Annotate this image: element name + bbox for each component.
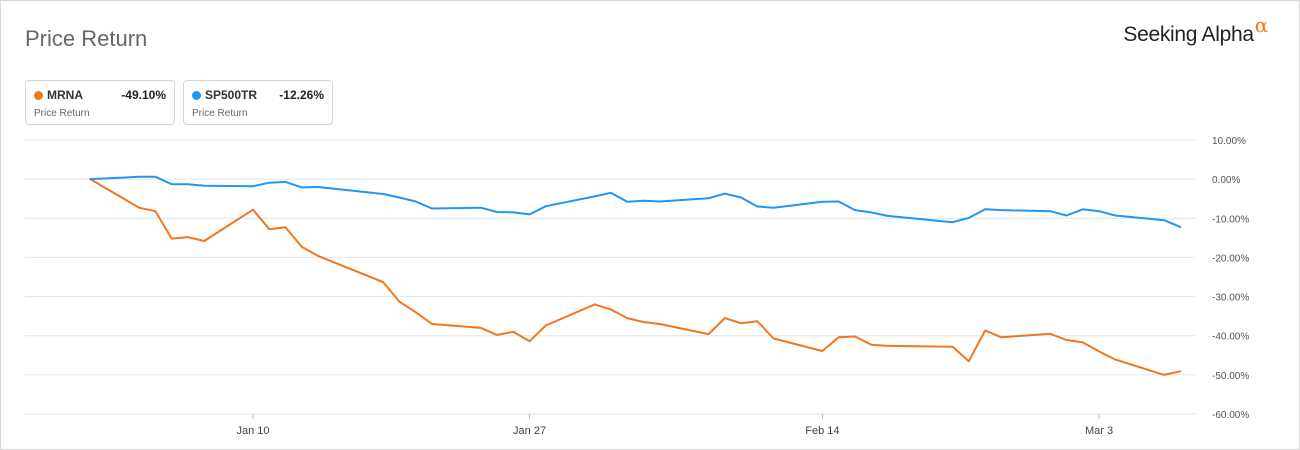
y-tick-label: -40.00% <box>1212 332 1249 343</box>
y-tick-label: -50.00% <box>1212 371 1249 382</box>
y-tick-label: -30.00% <box>1212 293 1249 304</box>
y-tick-label: -20.00% <box>1212 253 1249 264</box>
seeking-alpha-logo[interactable]: Seeking Alphaα <box>1123 13 1268 47</box>
x-tick-label: Feb 14 <box>805 425 839 437</box>
alpha-icon: α <box>1254 13 1269 37</box>
legend-card-sp500tr[interactable]: SP500TR -12.26% Price Return <box>183 80 333 125</box>
y-tick-label: -60.00% <box>1212 410 1249 421</box>
legend-card-mrna[interactable]: MRNA -49.10% Price Return <box>25 80 175 125</box>
sp500tr-dot-icon <box>192 90 201 100</box>
legend-value-mrna: -49.10% <box>121 88 166 102</box>
series-line-mrna <box>89 178 1182 376</box>
mrna-dot-icon <box>34 90 43 100</box>
x-tick-label: Mar 3 <box>1085 425 1113 437</box>
y-tick-label: 10.00% <box>1212 136 1246 147</box>
legend-sub-sp500tr: Price Return <box>192 108 248 119</box>
page-title: Price Return <box>25 26 148 51</box>
y-tick-label: 0.00% <box>1212 175 1240 186</box>
legend-sub-mrna: Price Return <box>34 108 90 119</box>
legend-name-sp500tr: SP500TR <box>205 88 258 102</box>
x-tick-label: Jan 10 <box>236 425 269 437</box>
legend-value-sp500tr: -12.26% <box>279 88 324 102</box>
x-tick-label: Jan 27 <box>513 425 546 437</box>
y-tick-label: -10.00% <box>1212 214 1249 225</box>
series-line-sp500tr <box>89 175 1182 228</box>
brand-text: Seeking Alpha <box>1123 23 1254 46</box>
legend-name-mrna: MRNA <box>47 88 83 102</box>
